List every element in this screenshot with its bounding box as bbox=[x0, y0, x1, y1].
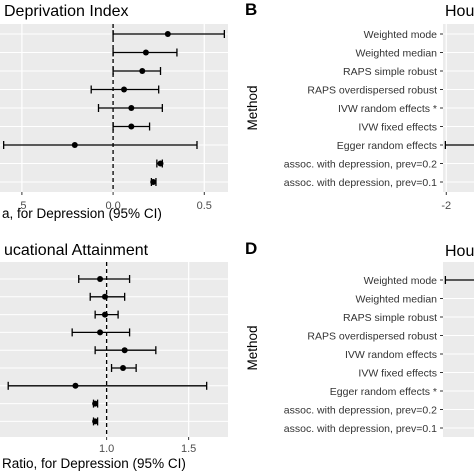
category-label: RAPS simple robust bbox=[343, 66, 437, 78]
category-label: IVW fixed effects bbox=[358, 367, 437, 379]
panel-c-x-ticks: 1.0 1.5 bbox=[99, 437, 196, 455]
category-label: Weighted median bbox=[355, 47, 437, 59]
point-estimate bbox=[92, 400, 99, 407]
tick-label: .5 bbox=[17, 200, 26, 212]
category-label: RAPS overdispersed robust bbox=[307, 84, 437, 96]
category-label: assoc. with depression, prev=0.2 bbox=[284, 404, 437, 416]
panel-c-x-axis-title: Ratio, for Depression (95% CI) bbox=[2, 456, 186, 471]
panel-a-x-ticks: .5 0.0 0.5 bbox=[17, 192, 212, 212]
point-estimate bbox=[128, 105, 135, 111]
category-label: assoc. with depression, prev=0.1 bbox=[284, 423, 437, 435]
point-estimate bbox=[120, 365, 127, 371]
point-estimate bbox=[92, 418, 99, 425]
point-estimate bbox=[128, 123, 135, 130]
point-estimate bbox=[97, 329, 104, 336]
category-label: assoc. with depression, prev=0.1 bbox=[284, 177, 437, 189]
panel-a: Deprivation Index .5 0.0 0.5 a, for Depres… bbox=[0, 3, 228, 221]
tick-label: 1.5 bbox=[181, 443, 196, 455]
category-label: IVW random effects bbox=[345, 349, 437, 361]
panel-b-title: Hou bbox=[445, 3, 474, 20]
category-label: Weighted mode bbox=[364, 275, 438, 287]
panel-d: D Hou Method Weighted mode Weighted media… bbox=[245, 239, 474, 437]
tick-label: 0.0 bbox=[105, 200, 120, 212]
point-estimate bbox=[101, 311, 108, 318]
category-label: Egger random effects * bbox=[330, 386, 437, 398]
category-label: Weighted mode bbox=[364, 29, 438, 41]
point-estimate bbox=[101, 293, 108, 300]
tick-label: -2 bbox=[441, 200, 451, 212]
panel-d-plot-area bbox=[443, 262, 474, 437]
category-label: assoc. with depression, prev=0.2 bbox=[284, 158, 437, 170]
panel-d-y-axis-title: Method bbox=[245, 325, 260, 370]
panel-b: B Hou Method Weighted mode Weighted media… bbox=[245, 0, 474, 212]
panel-b-marks bbox=[444, 141, 474, 149]
panel-b-letter: B bbox=[245, 0, 257, 19]
point-estimate bbox=[142, 49, 149, 56]
point-estimate bbox=[72, 382, 79, 389]
category-label: Egger random effects bbox=[337, 140, 437, 152]
panel-a-title: Deprivation Index bbox=[4, 3, 129, 20]
category-label: IVW fixed effects bbox=[358, 121, 437, 133]
category-label: IVW random effects * bbox=[338, 103, 437, 115]
point-estimate bbox=[139, 68, 146, 74]
panel-b-y-axis-title: Method bbox=[245, 85, 260, 130]
panel-a-marks bbox=[2, 30, 226, 186]
panel-d-marks bbox=[444, 276, 474, 284]
panel-d-letter: D bbox=[245, 239, 257, 258]
category-label: RAPS simple robust bbox=[343, 312, 437, 324]
point-estimate bbox=[97, 276, 104, 282]
category-label: Weighted median bbox=[355, 293, 437, 305]
category-label: RAPS overdispersed robust bbox=[307, 330, 437, 342]
point-estimate bbox=[121, 86, 128, 93]
point-estimate bbox=[164, 31, 171, 37]
point-estimate bbox=[71, 142, 78, 148]
panel-c-title: ucational Attainment bbox=[4, 242, 149, 259]
panel-c-marks bbox=[7, 275, 208, 426]
point-estimate bbox=[121, 347, 128, 354]
panel-d-title: Hou bbox=[445, 243, 474, 260]
panel-c-plot-area bbox=[0, 262, 228, 437]
tick-label: 1.0 bbox=[99, 443, 114, 455]
point-estimate bbox=[150, 179, 157, 185]
panel-d-category-labels: Weighted mode Weighted median RAPS simple … bbox=[284, 275, 443, 435]
tick-label: 0.5 bbox=[197, 200, 212, 212]
point-estimate bbox=[157, 160, 164, 167]
panel-a-x-axis-title: a, for Depression (95% CI) bbox=[2, 206, 162, 221]
panel-c: ucational Attainment 1.0 1.5 Ratio, for D… bbox=[0, 242, 228, 471]
panel-b-category-labels: Weighted mode Weighted median RAPS simple … bbox=[284, 29, 443, 189]
panel-b-x-ticks: -2 bbox=[441, 192, 451, 212]
